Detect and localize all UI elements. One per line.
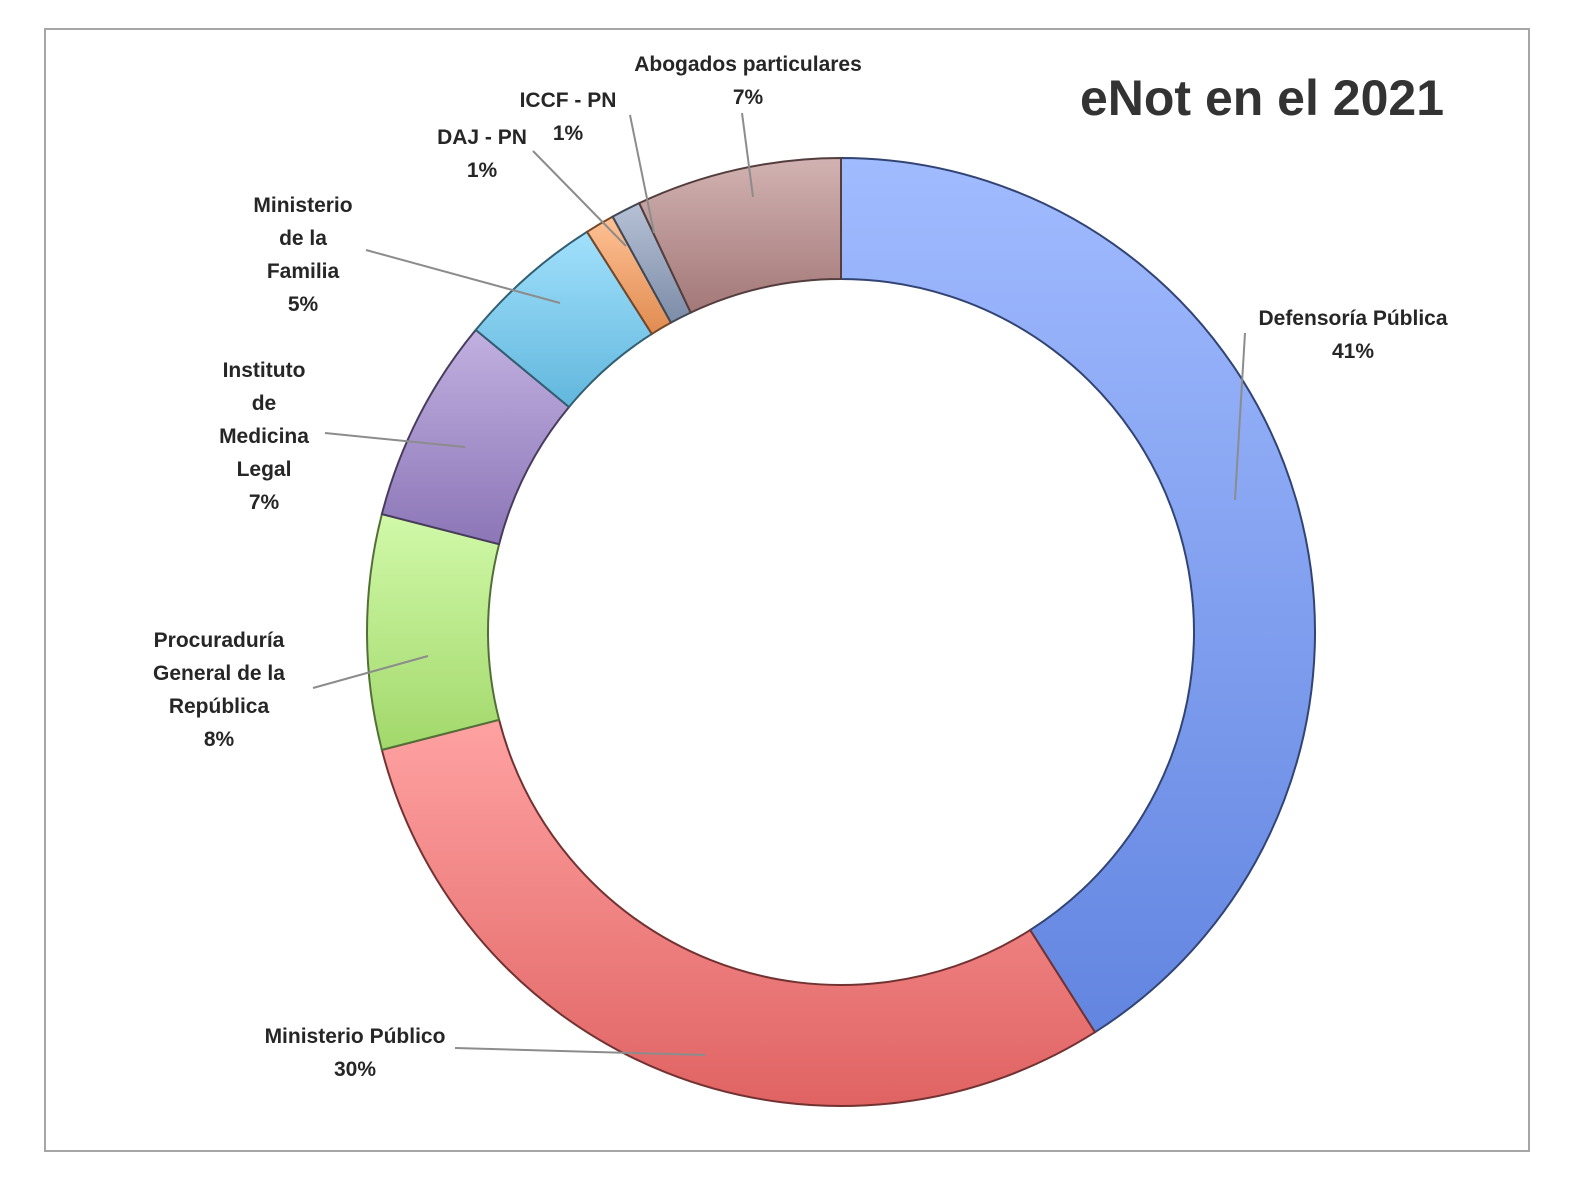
slice-label-line-4-1: de la xyxy=(279,227,327,250)
slice-label-line-3-0: Instituto xyxy=(223,359,306,382)
slice-label-line-0-0: Defensoría Pública xyxy=(1258,307,1447,330)
leader-line-2 xyxy=(312,655,429,689)
slice-label-line-7-0: Abogados particulares xyxy=(634,53,862,76)
slice-percent-6: 1% xyxy=(553,122,584,145)
chart-title: eNot en el 2021 xyxy=(1080,70,1444,126)
leader-line-7 xyxy=(741,112,754,198)
slice-label-line-5-0: DAJ - PN xyxy=(437,126,527,149)
slice-label-line-2-1: General de la xyxy=(153,662,285,685)
slice-label-7: Abogados particulares 7% xyxy=(634,53,862,109)
slice-label-line-4-0: Ministerio xyxy=(253,194,352,217)
slice-label-2: Procuraduría General de la República 8% xyxy=(153,629,285,751)
slice-label-line-2-0: Procuraduría xyxy=(154,629,285,652)
slice-label-5: DAJ - PN 1% xyxy=(437,126,527,182)
slice-percent-7: 7% xyxy=(733,86,764,109)
slice-percent-4: 5% xyxy=(288,293,319,316)
slice-label-line-1-0: Ministerio Público xyxy=(265,1025,446,1048)
donut-slice-7 xyxy=(637,156,842,314)
donut-slice-2 xyxy=(366,512,501,752)
slice-label-line-3-3: Legal xyxy=(237,458,292,481)
slice-label-line-6-0: ICCF - PN xyxy=(520,89,617,112)
slice-label-line-3-1: de xyxy=(252,392,277,415)
slice-label-6: ICCF - PN 1% xyxy=(520,89,617,145)
slice-label-line-2-2: República xyxy=(169,695,270,718)
leader-line-3 xyxy=(324,432,466,448)
leader-line-5 xyxy=(532,150,627,247)
slice-percent-2: 8% xyxy=(204,728,235,751)
slice-percent-0: 41% xyxy=(1332,340,1374,363)
slice-label-line-4-2: Familia xyxy=(267,260,340,283)
leader-line-0 xyxy=(1234,332,1246,501)
leader-line-6 xyxy=(629,114,655,234)
slice-percent-5: 1% xyxy=(467,159,498,182)
slice-label-0: Defensoría Pública 41% xyxy=(1258,307,1447,363)
donut-slice-1 xyxy=(380,718,1097,1107)
leader-line-4 xyxy=(365,249,561,304)
slice-percent-3: 7% xyxy=(249,491,280,514)
slice-label-line-3-2: Medicina xyxy=(219,425,309,448)
donut-slice-0 xyxy=(840,156,1316,1034)
slice-label-3: Instituto de Medicina Legal 7% xyxy=(219,359,309,514)
slice-label-1: Ministerio Público 30% xyxy=(265,1025,446,1081)
slice-label-4: Ministerio de la Familia 5% xyxy=(253,194,352,316)
slice-percent-1: 30% xyxy=(334,1058,376,1081)
leader-line-1 xyxy=(454,1047,706,1056)
